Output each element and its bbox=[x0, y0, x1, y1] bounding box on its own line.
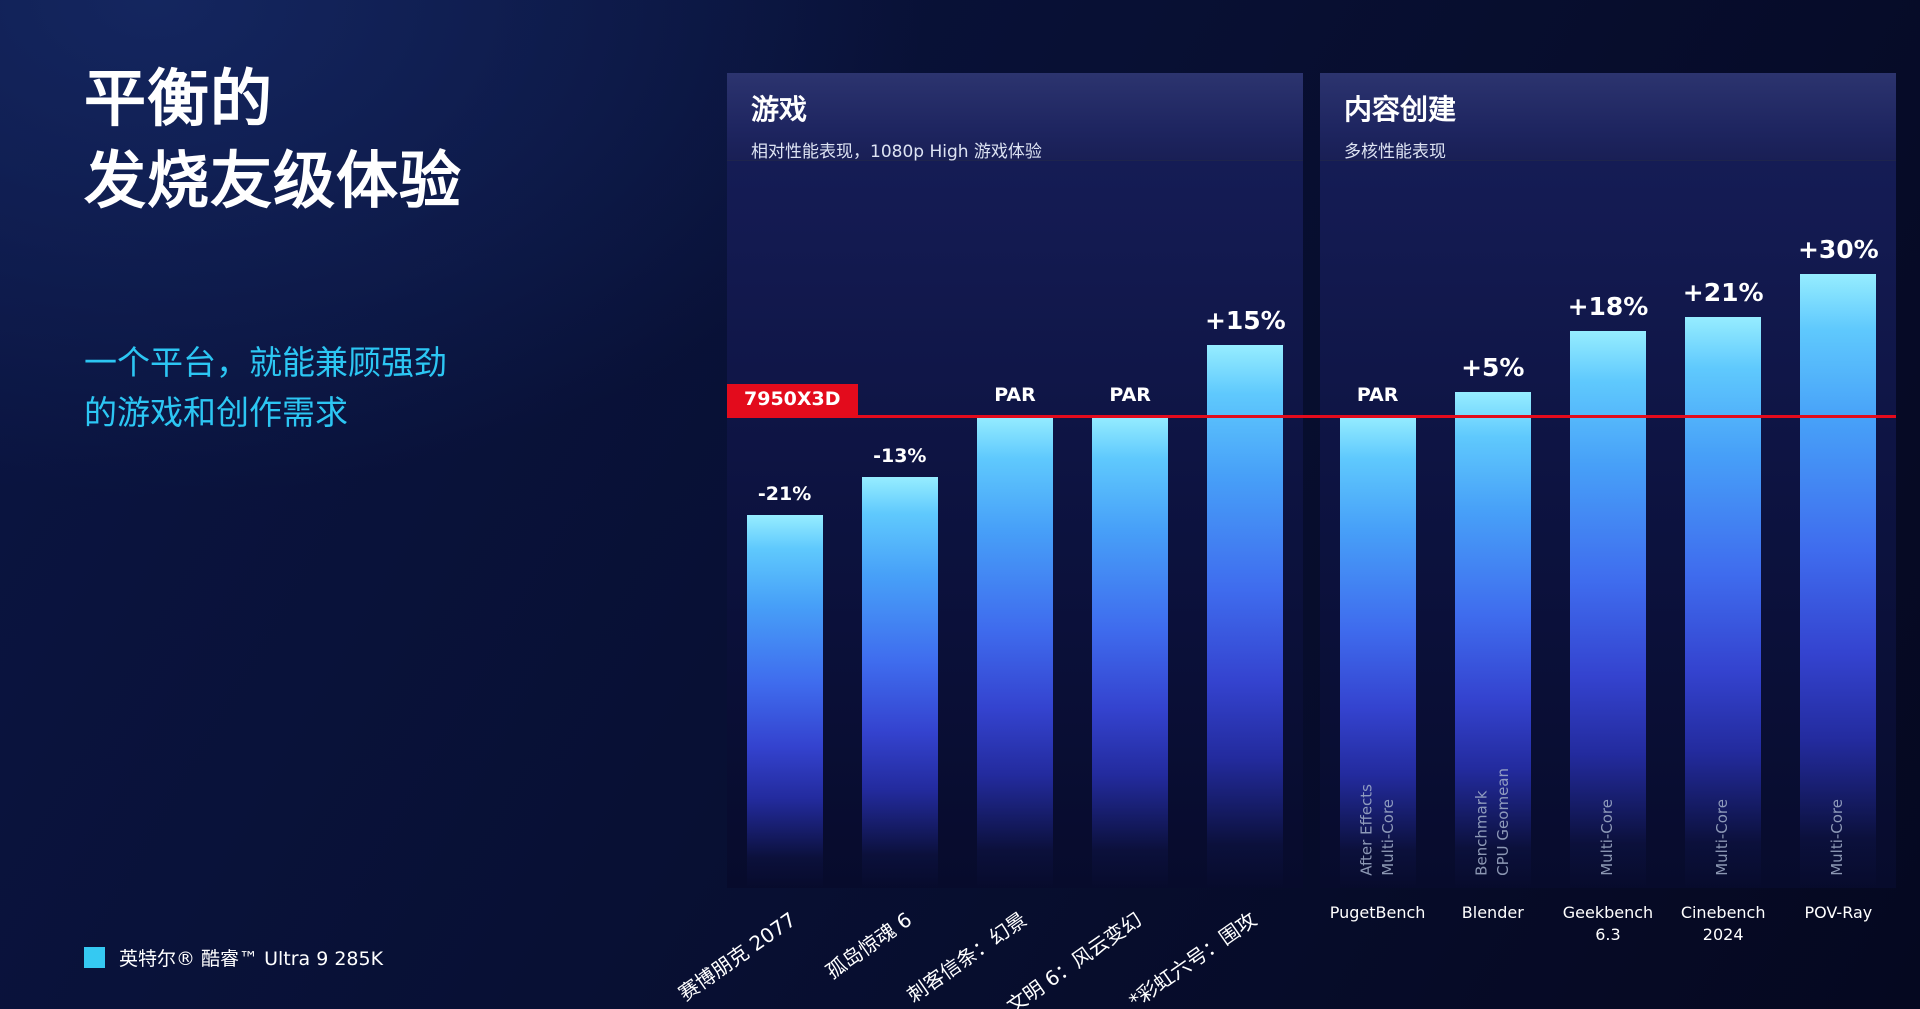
bar: +21% Multi-Core bbox=[1683, 278, 1764, 888]
bar-value-label: +18% bbox=[1567, 292, 1649, 321]
bar: -21% bbox=[746, 483, 823, 888]
bar-value-label: +21% bbox=[1682, 278, 1764, 307]
bar-slot: +30% Multi-Core bbox=[1798, 161, 1879, 888]
bar-benchmark-label: Benchmark CPU Geomean bbox=[1472, 768, 1512, 876]
page-title-line1: 平衡的 bbox=[84, 62, 274, 135]
gaming-panel-subtitle: 相对性能表现，1080p High 游戏体验 bbox=[751, 142, 1042, 162]
bar-slot: -21% bbox=[746, 161, 823, 888]
bar: +30% Multi-Core bbox=[1798, 235, 1879, 888]
bar-benchmark-label: Multi-Core bbox=[1713, 799, 1732, 876]
bar-value-label: +30% bbox=[1797, 235, 1879, 264]
page-title: 平衡的 发烧友级体验 bbox=[84, 58, 462, 222]
gaming-panel-title: 游戏 bbox=[751, 93, 808, 126]
bar-benchmark-label: Multi-Core bbox=[1828, 799, 1847, 876]
bar-slot: PAR bbox=[1092, 161, 1169, 888]
bar-benchmark-label: Multi-Core bbox=[1598, 799, 1617, 876]
content-category-labels: PugetBench Blender Geekbench 6.3 Cinebench … bbox=[1320, 902, 1896, 947]
bar: -13% bbox=[861, 445, 938, 888]
content-panel-header: 内容创建 多核性能表现 bbox=[1320, 73, 1896, 162]
category-label: POV-Ray bbox=[1804, 903, 1873, 922]
bar-slot: +15% bbox=[1205, 161, 1286, 888]
legend: 英特尔® 酷睿™ Ultra 9 285K bbox=[84, 944, 383, 971]
bar-slot: +21% Multi-Core bbox=[1683, 161, 1764, 888]
legend-swatch bbox=[84, 947, 105, 968]
bar-slot: +5% Benchmark CPU Geomean bbox=[1454, 161, 1531, 888]
page-title-line2: 发烧友级体验 bbox=[84, 143, 463, 217]
bar-value-label: +15% bbox=[1204, 306, 1286, 335]
bar: PAR bbox=[1092, 384, 1169, 888]
bar: +5% Benchmark CPU Geomean bbox=[1454, 353, 1531, 888]
bar-slot: -13% bbox=[861, 161, 938, 888]
bar-value-label: PAR bbox=[1109, 384, 1151, 406]
bar: +18% Multi-Core bbox=[1568, 292, 1648, 888]
category-label: 孤岛惊魂 6 bbox=[820, 907, 916, 984]
content-creation-chart-panel: 内容创建 多核性能表现 PAR After Effects Multi-Core +… bbox=[1320, 73, 1896, 944]
bar: PAR bbox=[976, 384, 1053, 888]
gaming-bars-group: -21% -13% PAR PAR +15% bbox=[727, 161, 1303, 888]
page-tagline: 一个平台，就能兼顾强劲 的游戏和创作需求 bbox=[84, 338, 447, 437]
bar-value-label: -21% bbox=[757, 483, 812, 505]
bar-value-label: +5% bbox=[1461, 353, 1525, 382]
bar-slot: PAR bbox=[976, 161, 1053, 888]
gaming-category-labels: 赛博朋克 2077 孤岛惊魂 6 刺客信条：幻景 文明 6：风云变幻 *彩虹六号：围攻 bbox=[674, 894, 1303, 1009]
bar: PAR After Effects Multi-Core bbox=[1339, 384, 1416, 888]
gaming-panel-header: 游戏 相对性能表现，1080p High 游戏体验 bbox=[727, 73, 1303, 162]
baseline-line bbox=[727, 415, 1896, 418]
bar-value-label: -13% bbox=[873, 445, 927, 467]
bar-slot: PAR After Effects Multi-Core bbox=[1339, 161, 1416, 888]
category-label: Blender bbox=[1461, 903, 1524, 922]
category-label: 赛博朋克 2077 bbox=[674, 907, 801, 1006]
category-label: Cinebench 2024 bbox=[1680, 903, 1766, 945]
bar-value-label: PAR bbox=[994, 384, 1036, 406]
bar-benchmark-label: After Effects Multi-Core bbox=[1356, 784, 1397, 876]
category-label-slot: *彩虹六号：围攻 bbox=[1125, 894, 1283, 1009]
bar-slot: +18% Multi-Core bbox=[1568, 161, 1648, 888]
gaming-chart-area: -21% -13% PAR PAR +15% bbox=[727, 161, 1303, 888]
content-panel-title: 内容创建 bbox=[1344, 93, 1457, 126]
page-tagline-line1: 一个平台，就能兼顾强劲 bbox=[84, 343, 447, 382]
content-panel-subtitle: 多核性能表现 bbox=[1344, 142, 1446, 162]
category-label: PugetBench bbox=[1329, 903, 1426, 922]
content-chart-area: PAR After Effects Multi-Core +5% Benchmark … bbox=[1320, 161, 1896, 888]
content-bars-group: PAR After Effects Multi-Core +5% Benchmark … bbox=[1320, 161, 1896, 888]
category-label-slot: 赛博朋克 2077 bbox=[674, 894, 823, 1009]
baseline-label: 7950X3D bbox=[727, 384, 858, 415]
category-label: Geekbench 6.3 bbox=[1562, 903, 1654, 945]
gaming-chart-panel: 游戏 相对性能表现，1080p High 游戏体验 -21% -13% PAR PAR… bbox=[674, 73, 1303, 1009]
legend-label: 英特尔® 酷睿™ Ultra 9 285K bbox=[119, 948, 384, 970]
bar-value-label: PAR bbox=[1356, 384, 1399, 406]
bar: +15% bbox=[1205, 306, 1286, 888]
page-tagline-line2: 的游戏和创作需求 bbox=[84, 392, 348, 432]
